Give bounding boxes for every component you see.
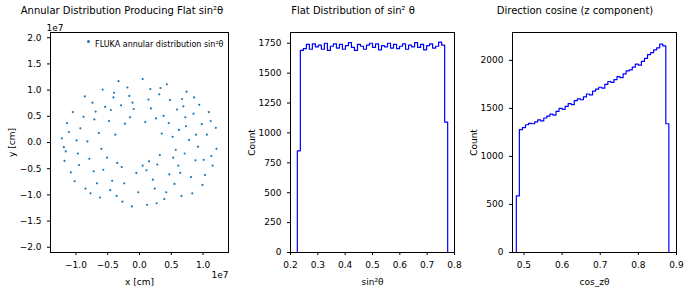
svg-text:0.4: 0.4	[338, 260, 353, 270]
svg-text:500: 500	[486, 199, 503, 209]
svg-text:1.0: 1.0	[196, 260, 211, 270]
svg-text:x [cm]: x [cm]	[125, 277, 154, 287]
svg-text:−1.0: −1.0	[65, 260, 87, 270]
svg-text:cos_zθ: cos_zθ	[580, 277, 610, 287]
svg-text:250: 250	[264, 217, 281, 227]
svg-text:1.0: 1.0	[27, 85, 42, 95]
svg-text:2000: 2000	[481, 55, 504, 65]
svg-text:0.5: 0.5	[164, 260, 178, 270]
svg-text:−1.0: −1.0	[20, 190, 42, 200]
svg-text:1000: 1000	[481, 151, 504, 161]
svg-text:0: 0	[276, 247, 282, 257]
svg-text:1250: 1250	[259, 98, 282, 108]
svg-text:1500: 1500	[259, 68, 282, 78]
svg-text:0: 0	[498, 247, 504, 257]
svg-text:0.5: 0.5	[365, 260, 379, 270]
svg-text:0.5: 0.5	[27, 111, 41, 121]
svg-text:500: 500	[264, 188, 281, 198]
svg-text:0.3: 0.3	[311, 260, 325, 270]
svg-text:−0.5: −0.5	[97, 260, 119, 270]
svg-text:0.8: 0.8	[447, 260, 462, 270]
svg-text:0.8: 0.8	[631, 260, 646, 270]
html-text:Annular Distribution Producing: Annular Distribution Producing Flat sin²…	[20, 5, 224, 16]
svg-text:0.2: 0.2	[283, 260, 297, 270]
svg-text:−0.5: −0.5	[20, 164, 42, 174]
svg-text:−2.0: −2.0	[20, 242, 42, 252]
svg-text:0.6: 0.6	[555, 260, 570, 270]
svg-text:1000: 1000	[259, 128, 282, 138]
svg-text:1e7: 1e7	[47, 23, 64, 33]
svg-text:0.0: 0.0	[27, 137, 42, 147]
svg-text:0.5: 0.5	[517, 260, 531, 270]
svg-text:0.6: 0.6	[393, 260, 408, 270]
html-text:Direction cosine (z component): Direction cosine (z component)	[496, 5, 654, 16]
svg-text:0.7: 0.7	[420, 260, 434, 270]
svg-text:sin²θ: sin²θ	[361, 277, 384, 287]
svg-text:1500: 1500	[481, 103, 504, 113]
svg-text:y [cm]: y [cm]	[7, 128, 17, 157]
html-text:Flat Distribution of sin² θ: Flat Distribution of sin² θ	[291, 5, 415, 16]
svg-text:1750: 1750	[259, 38, 282, 48]
svg-text:Count: Count	[247, 129, 257, 156]
svg-text:750: 750	[264, 158, 281, 168]
svg-text:0.7: 0.7	[593, 260, 607, 270]
svg-text:1.5: 1.5	[27, 59, 41, 69]
svg-text:FLUKA annular distribution sin: FLUKA annular distribution sin²θ	[95, 40, 224, 49]
svg-text:0.9: 0.9	[669, 260, 684, 270]
svg-text:2.0: 2.0	[27, 33, 42, 43]
svg-text:1e7: 1e7	[212, 270, 229, 280]
svg-text:−1.5: −1.5	[20, 216, 42, 226]
svg-text:Count: Count	[469, 129, 479, 156]
svg-text:0.0: 0.0	[132, 260, 147, 270]
